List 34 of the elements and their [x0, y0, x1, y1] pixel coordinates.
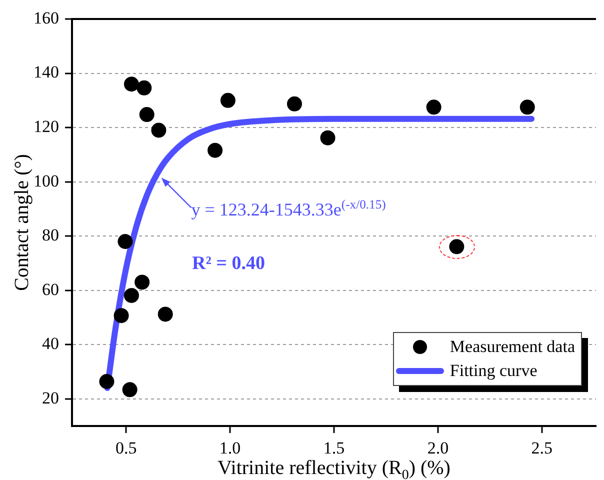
point [151, 122, 166, 138]
y-tick-label: 140 [34, 62, 59, 82]
point [122, 382, 138, 398]
point [139, 107, 154, 122]
point [208, 142, 223, 158]
legend-label: Measurement data [450, 337, 575, 357]
point [520, 100, 535, 115]
y-axis-title: Contact angle (°) [11, 154, 33, 291]
point [158, 306, 173, 322]
point [118, 234, 133, 249]
x-tick-label: 1.0 [219, 438, 241, 458]
point [136, 80, 152, 96]
point [99, 374, 114, 389]
x-tick-label: 0.5 [115, 438, 137, 458]
y-tick-label: 80 [42, 226, 59, 245]
y-tick-label: 20 [42, 388, 59, 408]
y-tick-label: 60 [42, 280, 59, 299]
x-tick-label: 2.0 [427, 438, 449, 458]
y-tick-label: 120 [34, 117, 59, 136]
point [124, 76, 139, 92]
point [320, 130, 336, 146]
point [114, 308, 129, 324]
point [124, 288, 139, 303]
point [286, 96, 302, 112]
y-tick-label: 160 [34, 8, 59, 28]
legend-label: Fitting curve [450, 361, 538, 381]
x-tick-label: 1.5 [323, 438, 345, 458]
y-tick-label: 100 [34, 171, 59, 190]
point [426, 100, 442, 115]
y-tick-label: 40 [42, 334, 59, 354]
point [220, 92, 236, 108]
x-tick-label: 2.5 [531, 438, 553, 458]
point [134, 274, 150, 290]
annotation: R² = 0.40 [192, 253, 265, 274]
